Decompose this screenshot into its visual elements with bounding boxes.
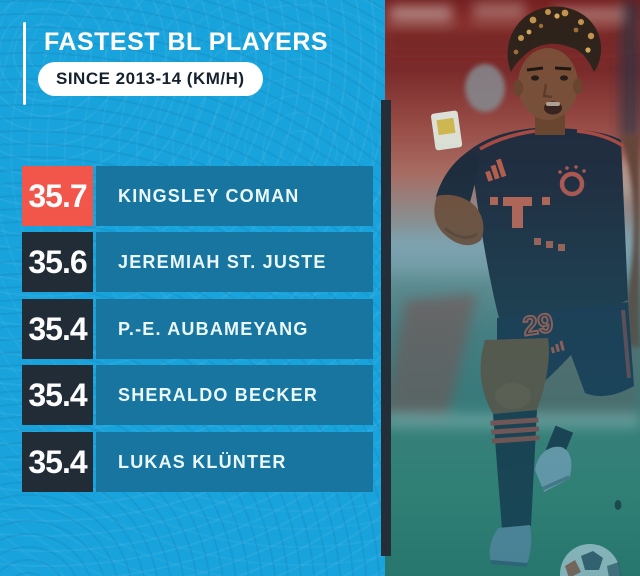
subtitle-badge: SINCE 2013-14 (KM/H) [38, 62, 263, 96]
speed-value: 35.7 [22, 166, 93, 226]
table-row: 35.4 LUKAS KLÜNTER [0, 432, 385, 492]
teal-overlay [385, 0, 640, 576]
player-name: LUKAS KLÜNTER [96, 432, 373, 492]
page-title: FASTEST BL PLAYERS [44, 28, 329, 56]
player-action-photo: 29 [385, 0, 640, 576]
speed-value: 35.4 [22, 299, 93, 359]
player-name: P.-E. AUBAMEYANG [96, 299, 373, 359]
speed-value: 35.4 [22, 432, 93, 492]
table-row: 35.4 SHERALDO BECKER [0, 365, 385, 425]
table-row: 35.7 KINGSLEY COMAN [0, 166, 385, 226]
speed-value: 35.4 [22, 365, 93, 425]
table-row: 35.4 P.-E. AUBAMEYANG [0, 299, 385, 359]
coman-photo-illustration: 29 [385, 0, 640, 576]
table-row: 35.6 JEREMIAH ST. JUSTE [0, 232, 385, 292]
player-name: JEREMIAH ST. JUSTE [96, 232, 373, 292]
player-name: KINGSLEY COMAN [96, 166, 373, 226]
player-name: SHERALDO BECKER [96, 365, 373, 425]
header-accent-line [23, 22, 26, 105]
photo-edge-bar [381, 100, 391, 556]
speed-value: 35.6 [22, 232, 93, 292]
